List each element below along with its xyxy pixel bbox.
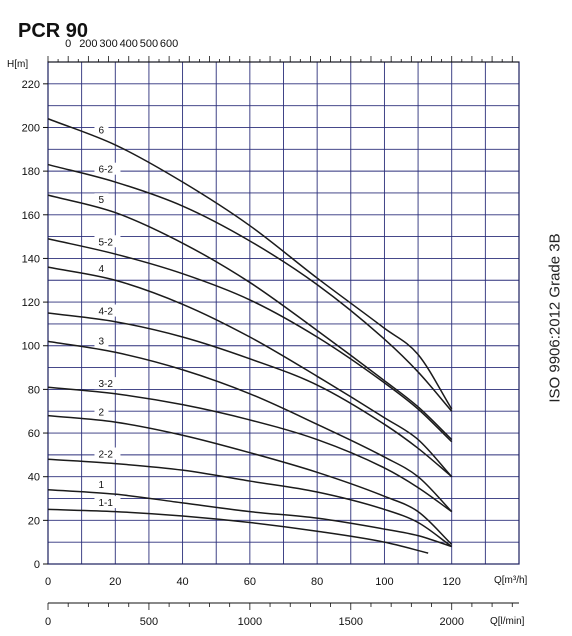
curve-label-bg <box>94 304 121 317</box>
curve-4-2 <box>47 312 453 478</box>
curve-label: 1 <box>98 480 104 491</box>
curve-label-bg <box>94 447 121 460</box>
curve-label: 6-2 <box>98 165 113 176</box>
top-tick-label: 500 <box>140 38 158 50</box>
curve-5-2 <box>47 238 453 443</box>
curve-label: 3-2 <box>98 379 113 390</box>
lmin-tick-label: 1500 <box>339 616 363 628</box>
y-axis-label: H[m] <box>7 59 28 70</box>
chart-title: PCR 90 <box>18 20 89 42</box>
curve-label: 6 <box>98 125 104 136</box>
y-tick-label: 100 <box>22 341 40 353</box>
y-tick-label: 80 <box>28 384 40 396</box>
curve-label-bg <box>94 193 109 206</box>
curve-label-bg <box>94 334 109 347</box>
x-tick-label: 120 <box>443 576 461 588</box>
y-tick-label: 220 <box>22 79 40 91</box>
curve-label-bg <box>94 261 109 274</box>
lmin-axis-label: Q[l/min] <box>490 616 525 627</box>
y-tick-label: 160 <box>22 210 40 222</box>
top-tick-label: 300 <box>99 38 117 50</box>
curve-label-bg <box>94 235 121 248</box>
curve-label: 5 <box>98 195 104 206</box>
curve-2 <box>47 414 453 545</box>
curve-label: 2-2 <box>98 450 113 461</box>
curve-label-bg <box>94 405 109 418</box>
lmin-tick-label: 0 <box>45 616 51 628</box>
curve-label-bg <box>94 496 121 509</box>
curve-label-bg <box>94 478 109 491</box>
x-tick-label: 100 <box>375 576 393 588</box>
top-tick-label: 400 <box>120 38 138 50</box>
y-tick-label: 120 <box>22 297 40 309</box>
grid <box>47 61 520 565</box>
lmin-tick-label: 500 <box>140 616 158 628</box>
lmin-tick-label: 1000 <box>238 616 262 628</box>
top-tick-label: 0 <box>65 38 71 50</box>
curve-label: 3 <box>98 337 104 348</box>
curve-label-bg <box>94 162 121 175</box>
x-tick-label: 40 <box>176 576 188 588</box>
curve-label-bg <box>94 123 109 136</box>
y-tick-label: 40 <box>28 472 40 484</box>
y-tick-label: 140 <box>22 253 40 265</box>
x-tick-label: 80 <box>311 576 323 588</box>
y-tick-label: 180 <box>22 166 40 178</box>
curve-4 <box>47 266 453 478</box>
curve-label: 4 <box>98 264 104 275</box>
x-tick-label: 60 <box>244 576 256 588</box>
curve-label-bg <box>94 377 121 390</box>
top-tick-label: 600 <box>160 38 178 50</box>
curve-1-1 <box>47 508 429 554</box>
x-tick-label: 0 <box>45 576 51 588</box>
curve-6 <box>47 118 453 410</box>
curve-3 <box>47 340 453 513</box>
curve-3-2 <box>47 386 453 513</box>
y-tick-label: 60 <box>28 428 40 440</box>
curve-label: 1-1 <box>98 498 113 509</box>
x-tick-label: 20 <box>109 576 121 588</box>
curve-6-2 <box>47 163 453 412</box>
curve-label: 4-2 <box>98 307 113 318</box>
y-tick-label: 20 <box>28 515 40 527</box>
curve-5 <box>47 194 453 441</box>
y-tick-label: 200 <box>22 122 40 134</box>
curve-1 <box>47 489 452 548</box>
curve-label: 2 <box>98 407 104 418</box>
y-tick-label: 0 <box>34 559 40 571</box>
lmin-tick-label: 2000 <box>439 616 463 628</box>
curve-label: 5-2 <box>98 237 113 248</box>
top-tick-label: 200 <box>79 38 97 50</box>
curve-2-2 <box>47 458 453 548</box>
x-axis-label: Q[m³/h] <box>494 575 528 586</box>
